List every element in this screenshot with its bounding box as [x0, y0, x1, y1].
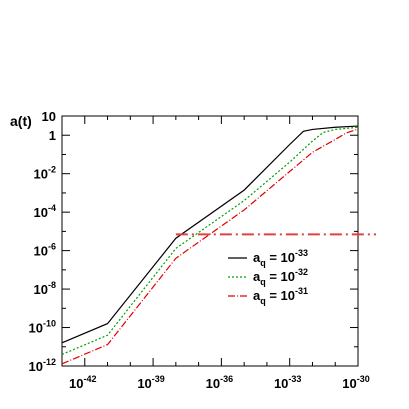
- legend-var: a: [253, 288, 261, 303]
- x-tick-label-base: 10: [274, 376, 288, 391]
- x-tick-label-base: 10: [69, 376, 83, 391]
- x-tick-label-exp: -33: [288, 374, 301, 384]
- x-tick-label: 10-39: [137, 374, 164, 391]
- legend-exp: -31: [295, 286, 308, 296]
- series-line-0: [61, 125, 359, 344]
- y-tick-label: 10-6: [34, 242, 56, 259]
- x-tick-label: 10-42: [69, 374, 96, 391]
- x-tick-label: 10-30: [342, 374, 369, 391]
- y-tick-label-exp: -4: [48, 203, 56, 213]
- legend-eq: = 10: [266, 288, 295, 303]
- plot-frame: [61, 115, 359, 367]
- y-tick-label-exp: -10: [43, 319, 56, 329]
- legend-var: a: [253, 269, 261, 284]
- x-tick-label: 10-33: [274, 374, 301, 391]
- legend-label-2: aq = 10-31: [253, 286, 308, 306]
- axis-ticks: 10-42 10-39 10-36 10-33 10-3010110-210-410-6…: [29, 109, 370, 391]
- legend-label-0: aq = 10-33: [253, 248, 308, 268]
- x-tick-label-exp: -42: [83, 374, 96, 384]
- series-line-1: [61, 126, 359, 355]
- x-tick-label-exp: -39: [152, 374, 165, 384]
- y-tick-label-base: 10: [34, 244, 48, 259]
- x-tick-label-base: 10: [206, 376, 220, 391]
- y-tick-label-exp: -12: [43, 357, 56, 367]
- legend-sub: q: [260, 296, 266, 306]
- y-tick-label-exp: -6: [48, 242, 56, 252]
- legend-var: a: [253, 250, 261, 265]
- x-tick-label: 10-36: [206, 374, 233, 391]
- y-axis-title: a(t): [10, 113, 32, 129]
- y-tick-label-exp: -2: [48, 165, 56, 175]
- y-tick-label: 10-4: [34, 203, 56, 220]
- y-tick-label: 10: [42, 109, 56, 124]
- y-tick-label-base: 10: [34, 167, 48, 182]
- y-tick-label-base: 10: [29, 321, 43, 336]
- x-tick-label-exp: -30: [357, 374, 370, 384]
- legend-sub: q: [260, 277, 266, 287]
- y-tick-label-exp: -8: [48, 280, 56, 290]
- y-tick-label-base: 10: [34, 282, 48, 297]
- x-tick-label-base: 10: [342, 376, 356, 391]
- y-tick-label: 10-8: [34, 280, 56, 297]
- legend-label-1: aq = 10-32: [253, 267, 308, 287]
- y-tick-label: 10-10: [29, 319, 56, 336]
- y-tick-label: 10-2: [34, 165, 56, 182]
- y-tick-label-base: 10: [29, 359, 43, 374]
- legend-eq: = 10: [266, 250, 295, 265]
- series-layer: [61, 125, 359, 365]
- series-line-2: [61, 128, 359, 365]
- legend-exp: -32: [295, 267, 308, 277]
- legend-eq: = 10: [266, 269, 295, 284]
- legend-exp: -33: [295, 248, 308, 258]
- y-axis-label: a(t): [10, 113, 32, 129]
- y-tick-label-base: 10: [34, 205, 48, 220]
- y-tick-label: 10-12: [29, 357, 56, 374]
- x-tick-label-exp: -36: [220, 374, 233, 384]
- y-tick-label: 1: [49, 128, 56, 143]
- legend-sub: q: [260, 258, 266, 268]
- x-tick-label-base: 10: [137, 376, 151, 391]
